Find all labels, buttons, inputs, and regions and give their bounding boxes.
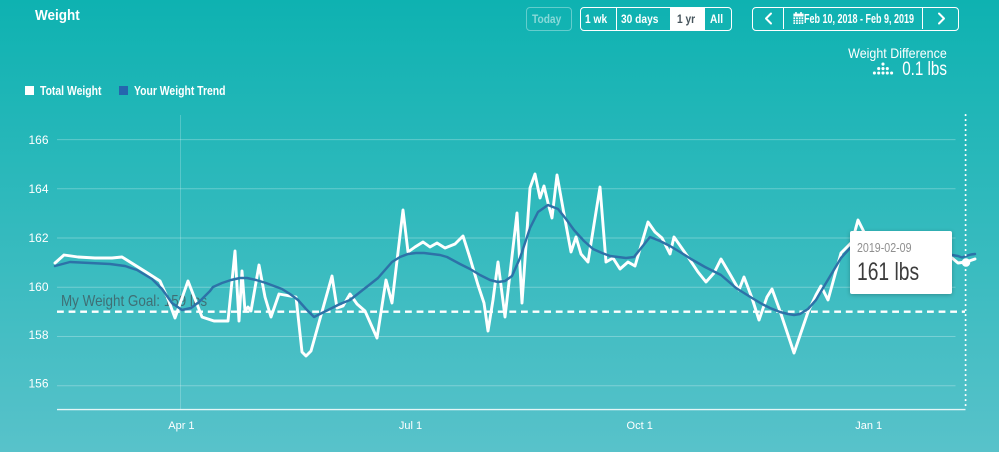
svg-text:162: 162 xyxy=(28,231,48,245)
svg-text:158: 158 xyxy=(28,328,48,342)
svg-text:164: 164 xyxy=(28,182,48,196)
svg-text:Oct 1: Oct 1 xyxy=(627,420,653,432)
svg-text:Apr 1: Apr 1 xyxy=(168,420,194,432)
svg-text:Jan 1: Jan 1 xyxy=(855,420,882,432)
svg-text:166: 166 xyxy=(28,133,48,147)
svg-text:156: 156 xyxy=(28,377,48,391)
svg-text:My Weight Goal: 159 lbs: My Weight Goal: 159 lbs xyxy=(61,293,207,310)
svg-text:Jul 1: Jul 1 xyxy=(399,420,422,432)
svg-text:160: 160 xyxy=(28,280,48,294)
